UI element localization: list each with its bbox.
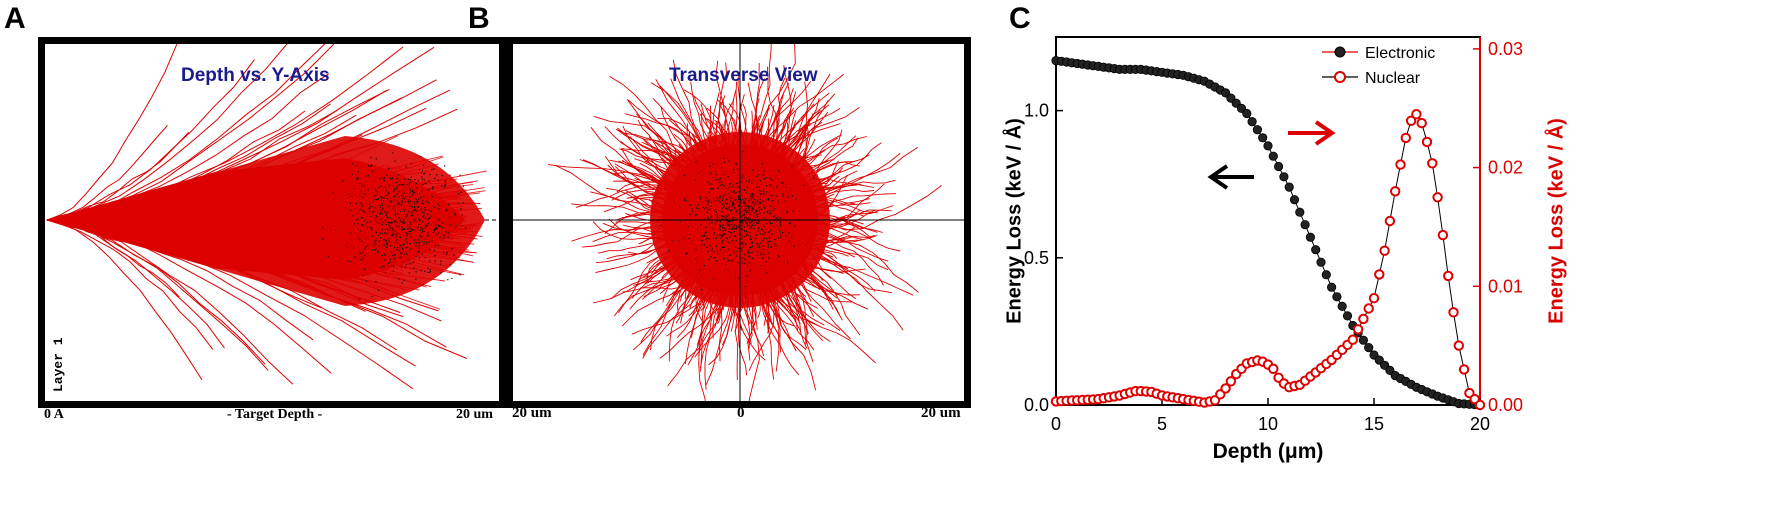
nuclear-point (1390, 186, 1401, 197)
nuclear-point (1379, 245, 1390, 256)
panel-b-xtick-left: 20 um (512, 405, 552, 421)
nuclear-point (1363, 303, 1374, 314)
nuclear-point (1432, 192, 1443, 203)
electronic-point (1289, 195, 1300, 205)
panel-a-xlabel: - Target Depth - (227, 407, 323, 422)
nuclear-point (1400, 132, 1411, 144)
panel-a-frame: Depth vs. Y-Axis Layer 1 (38, 37, 506, 408)
right-axis-ticks: 0.00 0.01 0.02 0.03 (1473, 39, 1523, 415)
electronic-point (1321, 270, 1331, 280)
series-electronic (1051, 55, 1485, 410)
electronic-point (1279, 172, 1289, 182)
right-tick-label: 0.03 (1488, 39, 1523, 59)
right-axis-label: Energy Loss (keV / Å) (1543, 118, 1567, 324)
nuclear-point (1458, 364, 1470, 375)
damage-dots-b (660, 150, 815, 298)
legend-item-electronic: Electronic (1322, 45, 1435, 62)
nuclear-point (1268, 363, 1279, 374)
arrow-electronic (1207, 164, 1254, 190)
nuclear-point (1225, 376, 1237, 387)
legend-label: Nuclear (1365, 70, 1421, 87)
left-tick-label: 1.0 (1024, 101, 1049, 121)
panel-label-a: A (4, 2, 26, 35)
nuclear-point (1421, 136, 1433, 148)
x-axis-label: Depth (μm) (1213, 440, 1324, 463)
electronic-point (1247, 117, 1257, 127)
x-tick-label: 10 (1258, 414, 1278, 434)
series-nuclear (1050, 109, 1486, 411)
electronic-point (1242, 108, 1252, 119)
x-axis-ticks: 0 5 10 15 20 (1051, 398, 1490, 434)
nuclear-point (1427, 158, 1438, 169)
nuclear-point (1220, 383, 1231, 394)
nuclear-point (1395, 159, 1406, 170)
legend-item-nuclear: Nuclear (1322, 70, 1421, 87)
nuclear-point (1411, 109, 1422, 120)
panel-b-ion-tracks (513, 44, 964, 401)
panel-b-frame: Transverse View (506, 37, 971, 408)
series-layer (1050, 55, 1486, 411)
legend: Electronic Nuclear (1322, 45, 1435, 87)
electronic-point (1358, 335, 1368, 345)
nuclear-point (1347, 334, 1358, 345)
x-tick-label: 15 (1364, 414, 1384, 434)
panel-a-ion-tracks (46, 44, 497, 390)
electronic-point (1252, 125, 1262, 135)
panel-a-layer-label: Layer 1 (51, 337, 66, 392)
damage-dots-a (322, 152, 467, 300)
nuclear-point (1352, 324, 1364, 335)
electronic-point (1258, 133, 1268, 143)
nuclear-point (1368, 293, 1380, 304)
nuclear-point (1474, 399, 1486, 411)
panel-a-title: Depth vs. Y-Axis (181, 65, 330, 86)
electronic-point (1311, 245, 1321, 255)
electronic-point (1295, 207, 1305, 217)
panel-b-title: Transverse View (669, 65, 818, 86)
x-tick-label: 0 (1051, 414, 1061, 434)
electronic-point (1268, 151, 1278, 161)
panel-b-xtick-mid: 0 (737, 405, 745, 421)
panel-b-xtick-right: 20 um (921, 405, 961, 421)
electronic-point (1337, 301, 1347, 311)
electronic-point (1332, 292, 1342, 302)
panel-c-chart: 0 5 10 15 20 0.0 0.5 1.0 0.00 0.01 0.02 0.03 Dept… (1001, 36, 1567, 463)
nuclear-point (1405, 115, 1417, 127)
left-tick-label: 0.5 (1024, 248, 1049, 268)
electronic-point (1305, 232, 1315, 242)
nuclear-point (1453, 340, 1464, 351)
plot-frame (1055, 36, 1481, 406)
nuclear-point (1358, 313, 1369, 325)
electronic-point (1300, 220, 1310, 230)
panel-a-xtick-end: 20 um (456, 407, 493, 422)
electronic-point (1326, 282, 1337, 292)
arrow-nuclear (1288, 120, 1336, 146)
electronic-point (1284, 182, 1294, 192)
electronic-point (1263, 141, 1273, 151)
right-tick-label: 0.02 (1488, 158, 1523, 178)
left-tick-label: 0.0 (1024, 395, 1049, 415)
panel-label-c: C (1009, 2, 1031, 35)
legend-label: Electronic (1365, 45, 1435, 62)
x-tick-label: 20 (1470, 414, 1490, 434)
electronic-point (1273, 161, 1284, 172)
electronic-point (1342, 311, 1353, 321)
track-core-a (47, 136, 485, 306)
x-tick-label: 5 (1157, 414, 1167, 434)
electronic-point (1316, 257, 1326, 267)
right-tick-label: 0.00 (1488, 395, 1523, 415)
panel-a-xtick-start: 0 A (44, 407, 64, 422)
nuclear-point (1443, 270, 1454, 282)
panel-label-b: B (468, 2, 490, 35)
nuclear-point (1416, 117, 1427, 129)
left-axis-ticks: 0.0 0.5 1.0 (1024, 101, 1063, 415)
nuclear-point (1448, 307, 1459, 318)
right-tick-label: 0.01 (1488, 276, 1523, 296)
electronic-point (1364, 342, 1374, 353)
nuclear-point (1384, 215, 1396, 227)
left-axis-label: Energy Loss (keV / Å) (1001, 118, 1025, 324)
nuclear-point (1437, 229, 1449, 241)
nuclear-point (1374, 269, 1385, 280)
